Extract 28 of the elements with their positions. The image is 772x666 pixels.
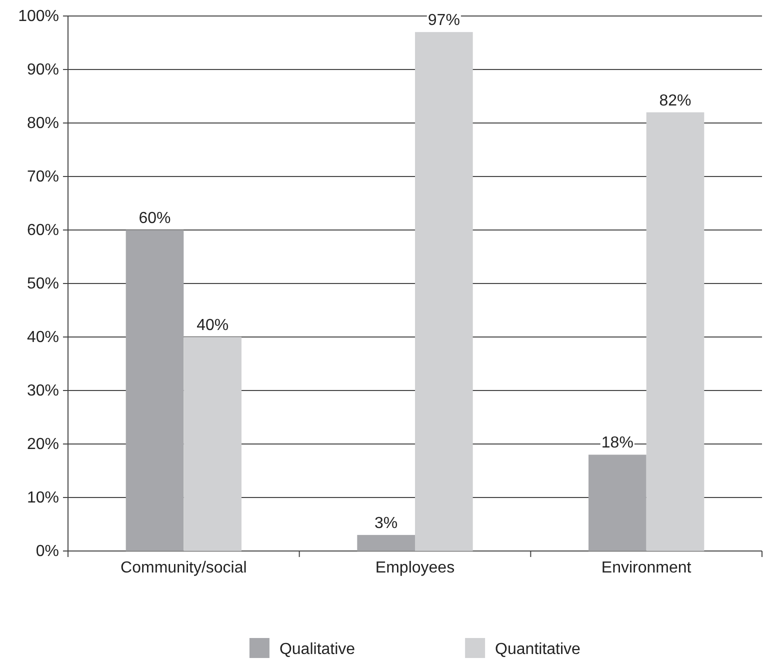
bar [357, 534, 415, 551]
bar [415, 32, 473, 551]
data-label: 97% [428, 12, 460, 30]
bar [184, 337, 242, 551]
y-tick-label: 20% [26, 436, 59, 454]
y-tick-label: 30% [26, 382, 59, 400]
bar [126, 230, 184, 551]
y-tick-label: 80% [26, 115, 59, 132]
x-tick-label: Community/social [120, 559, 247, 576]
legend-label: Quantitative [495, 641, 581, 658]
y-tick-label: 100% [18, 8, 59, 26]
data-label: 3% [374, 514, 398, 532]
y-tick-label: 60% [26, 222, 59, 240]
y-tick-label: 90% [26, 62, 59, 79]
bar [588, 454, 646, 551]
y-tick-label: 40% [26, 329, 59, 346]
data-label: 82% [659, 92, 692, 110]
data-label: 60% [138, 210, 171, 227]
y-tick-label: 0% [36, 543, 59, 560]
legend-label: Qualitative [279, 641, 356, 658]
data-label: 40% [196, 317, 229, 334]
bar [646, 112, 704, 551]
y-tick-label: 70% [26, 168, 59, 186]
x-tick-label: Environment [601, 559, 692, 576]
x-tick-label: Employees [375, 559, 455, 576]
y-tick-label: 50% [26, 276, 59, 293]
data-label: 18% [601, 434, 634, 452]
y-tick-label: 10% [26, 490, 59, 507]
